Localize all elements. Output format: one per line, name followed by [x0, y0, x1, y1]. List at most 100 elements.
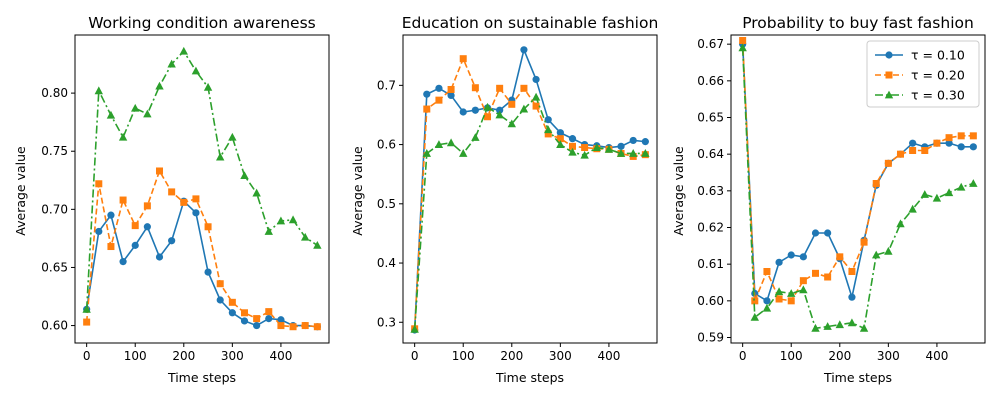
data-point	[957, 132, 965, 140]
x-tick-label: 200	[828, 349, 851, 363]
y-tick-label: 0.4	[377, 256, 396, 270]
data-point	[95, 180, 103, 188]
data-point	[447, 91, 455, 100]
panel-education-on-sustainable-fashion: Education on sustainable fashion 0 100 200…	[350, 14, 658, 385]
data-point	[508, 100, 516, 108]
data-point	[228, 132, 237, 141]
data-point	[544, 130, 552, 138]
data-point	[82, 304, 91, 313]
panel-1-xlabel: Time steps	[167, 370, 236, 385]
data-point	[641, 138, 649, 146]
data-point	[118, 132, 128, 141]
data-point	[957, 143, 965, 151]
data-point	[119, 196, 127, 204]
x-tick-label: 0	[83, 349, 91, 363]
data-point	[252, 188, 261, 197]
data-point	[775, 295, 783, 303]
data-point	[750, 312, 759, 321]
data-point	[446, 138, 456, 147]
data-point	[617, 142, 625, 150]
data-point	[155, 253, 164, 261]
data-point	[921, 147, 929, 154]
data-point	[811, 229, 820, 237]
legend-box	[866, 40, 980, 108]
data-point	[909, 147, 917, 154]
data-point	[216, 280, 224, 288]
data-point	[253, 315, 261, 323]
data-point	[289, 323, 297, 331]
data-point	[301, 322, 309, 330]
data-point	[83, 318, 91, 326]
data-point	[872, 180, 880, 187]
data-point	[106, 110, 116, 119]
data-point	[738, 43, 747, 52]
data-point	[435, 84, 443, 92]
data-point	[568, 147, 577, 156]
data-point	[872, 250, 881, 259]
data-point	[423, 105, 431, 113]
data-point	[228, 309, 236, 317]
data-point	[556, 140, 565, 148]
data-point	[119, 258, 127, 266]
data-point	[908, 204, 917, 213]
data-point	[799, 277, 807, 285]
data-point	[520, 84, 528, 92]
data-point	[434, 140, 444, 148]
panel-1-ylabel: Average value	[13, 146, 28, 236]
y-tick-label: 0.62	[697, 221, 724, 235]
data-point	[641, 149, 650, 157]
panel-3-plot-area: 0 100 200 300 400 0.59 0.60 0.61 0.62 0.63 0.64 0.6…	[697, 34, 986, 363]
data-point	[896, 219, 905, 228]
data-point	[192, 195, 200, 203]
data-point	[288, 215, 298, 224]
data-point	[616, 149, 626, 157]
data-point	[763, 297, 771, 305]
data-point	[168, 237, 176, 245]
data-point	[410, 324, 419, 333]
panel-2-title: Education on sustainable fashion	[402, 14, 659, 32]
data-point	[471, 133, 480, 141]
y-tick-label: 0.5	[377, 197, 396, 211]
y-tick-label: 0.6	[377, 138, 396, 152]
y-tick-label: 0.65	[697, 111, 724, 125]
data-point	[143, 109, 152, 118]
data-point	[313, 323, 321, 331]
x-tick-label: 300	[549, 349, 572, 363]
data-point	[313, 240, 322, 249]
y-tick-label: 0.63	[697, 184, 724, 198]
panel-1-plot-area: 0 100 200 300 400 0.60 0.65 0.70 0.75 0.80	[41, 34, 330, 363]
axes-frame	[402, 34, 658, 344]
data-point	[847, 318, 857, 327]
data-point	[848, 293, 856, 301]
y-tick-label: 0.75	[41, 144, 68, 158]
data-point	[240, 309, 248, 317]
data-point	[496, 106, 504, 114]
y-tick-label: 0.3	[377, 315, 396, 329]
data-point	[581, 144, 589, 152]
data-point	[216, 296, 224, 304]
data-point	[483, 102, 492, 111]
data-point	[787, 297, 795, 305]
data-point	[277, 316, 285, 324]
data-point	[484, 113, 492, 121]
data-point	[944, 188, 954, 197]
data-point	[277, 322, 285, 330]
y-tick-label: 0.60	[41, 319, 68, 333]
data-point	[739, 37, 747, 44]
data-point	[95, 227, 103, 236]
data-point	[932, 193, 942, 202]
legend-label: τ = 0.30	[911, 88, 965, 103]
panel-1-title: Working condition awareness	[88, 14, 316, 32]
x-tick-label: 0	[411, 349, 419, 363]
data-point	[435, 96, 443, 104]
data-point	[143, 223, 151, 231]
data-point	[131, 241, 139, 249]
x-tick-label: 100	[780, 349, 803, 363]
data-point	[531, 92, 541, 101]
data-point	[787, 251, 795, 259]
data-point	[811, 323, 820, 332]
data-point	[143, 202, 151, 210]
data-point	[556, 129, 564, 137]
x-tick-label: 0	[739, 349, 747, 363]
data-point	[762, 303, 772, 312]
